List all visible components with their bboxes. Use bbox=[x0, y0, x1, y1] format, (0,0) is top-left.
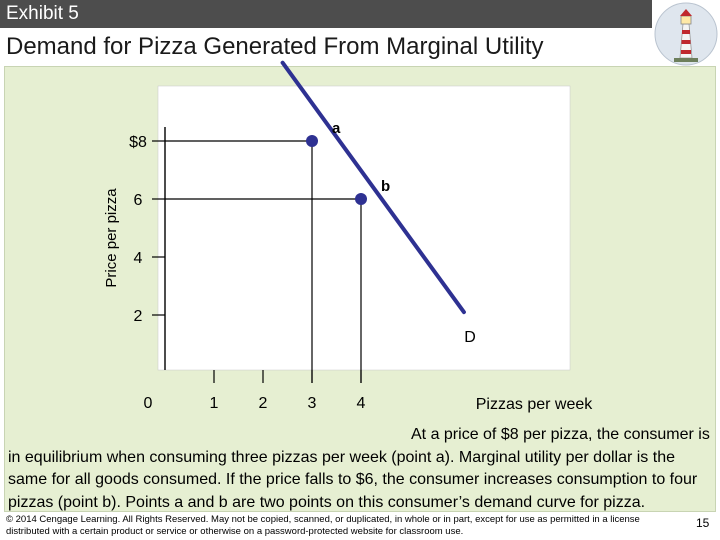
y-tick-label: 2 bbox=[134, 308, 143, 325]
figure-description: At a price of $8 per pizza, the consumer… bbox=[8, 426, 710, 511]
equilibrium-point bbox=[355, 193, 367, 205]
y-axis-title: Price per pizza bbox=[103, 188, 120, 288]
copyright-notice: © 2014 Cengage Learning. All Rights Rese… bbox=[6, 514, 640, 537]
point-label: a bbox=[332, 120, 341, 137]
y-tick-label: 6 bbox=[134, 192, 143, 209]
plot-area bbox=[157, 85, 571, 371]
equilibrium-point bbox=[306, 135, 318, 147]
x-tick-label: 3 bbox=[308, 395, 317, 412]
x-tick-label: 4 bbox=[357, 395, 366, 412]
demand-curve-line bbox=[280, 60, 466, 315]
lighthouse-icon bbox=[652, 0, 720, 68]
slide-title: Demand for Pizza Generated From Marginal… bbox=[6, 33, 544, 60]
y-tick-label: 4 bbox=[134, 250, 143, 267]
point-label: b bbox=[381, 178, 390, 195]
x-tick-label: 0 bbox=[144, 395, 153, 412]
y-tick-label: $8 bbox=[129, 134, 147, 151]
x-axis-title: Pizzas per week bbox=[476, 396, 593, 413]
exhibit-label: Exhibit 5 bbox=[0, 0, 652, 28]
x-tick-label: 2 bbox=[259, 395, 268, 412]
page-number: 15 bbox=[696, 516, 710, 530]
curve-label: D bbox=[464, 329, 476, 346]
x-tick-label: 1 bbox=[210, 395, 219, 412]
